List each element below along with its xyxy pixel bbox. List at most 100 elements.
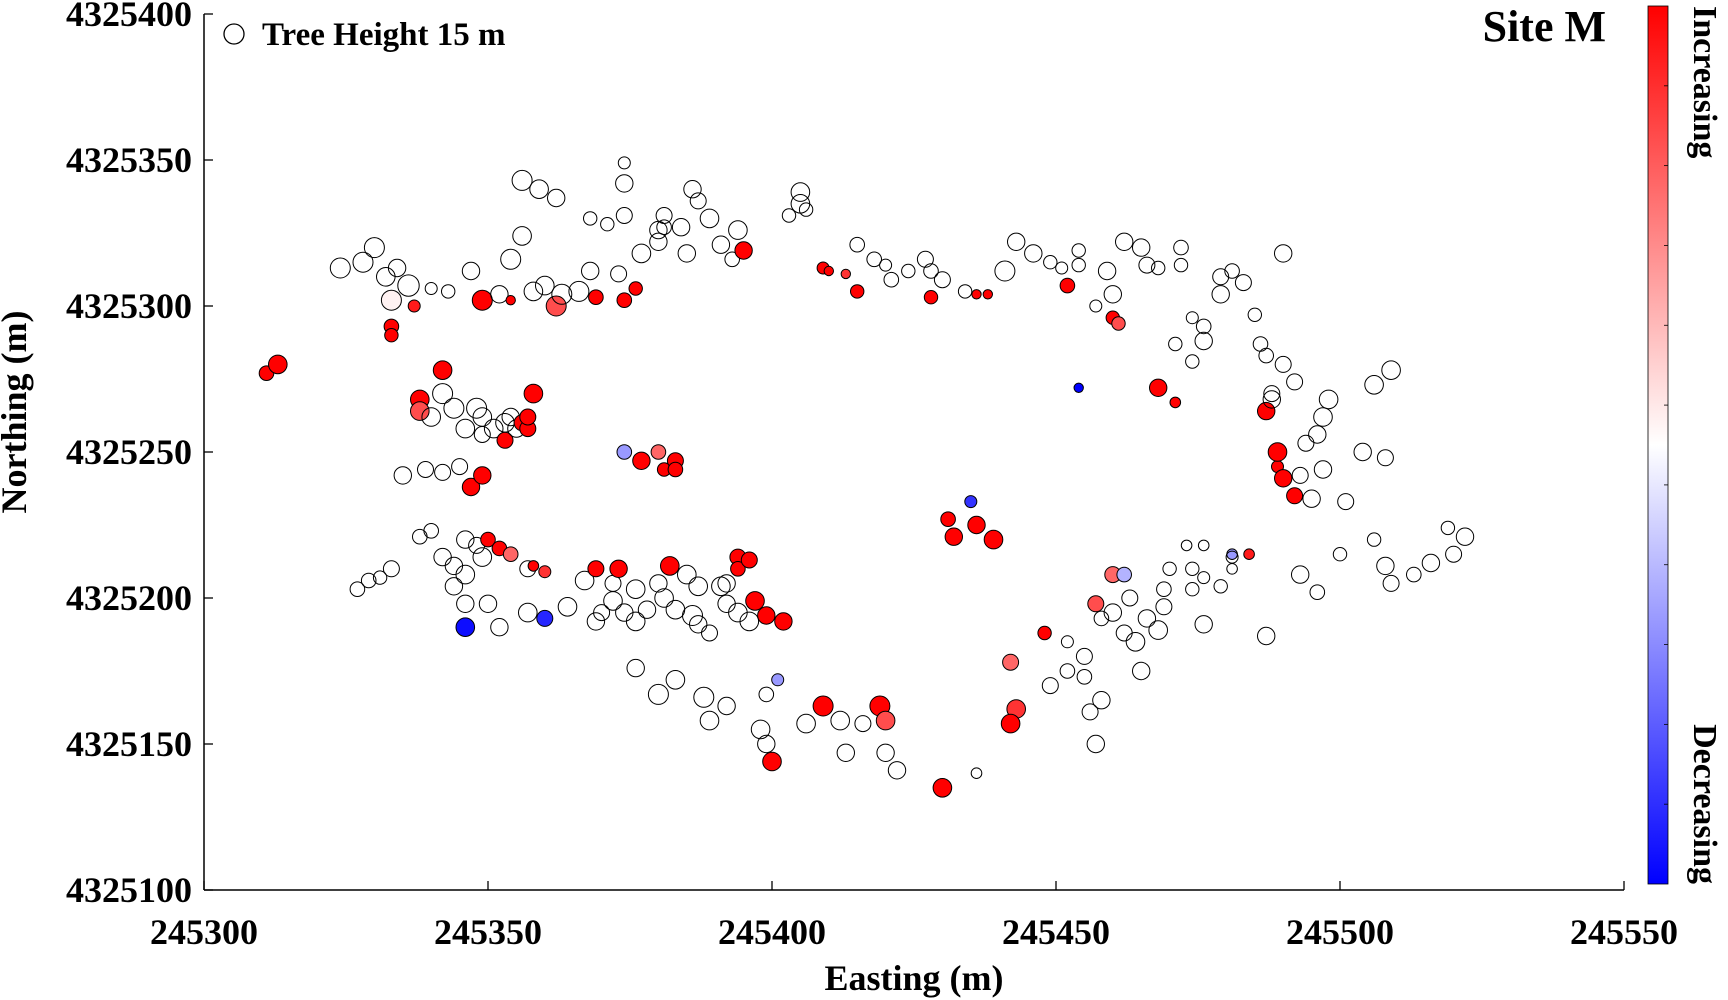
tree-point [1243,548,1255,561]
tree-point [1043,255,1058,270]
tree-point [967,515,986,535]
colorbar-gradient [1647,5,1669,885]
tree-point [407,299,421,313]
tree-point [758,686,775,703]
tree-point [434,463,452,481]
tree-point [500,248,522,270]
tree-point [1274,244,1293,263]
tree-point [1000,713,1021,734]
tree-point [1302,489,1321,508]
tree-point [1194,331,1213,351]
tree-point [823,265,834,277]
tree-point [455,418,476,439]
tree-point [940,511,956,528]
tree-point [1075,647,1093,665]
tree-point [830,710,851,731]
tree-point [649,232,668,252]
tree-point [1257,401,1276,421]
tree-point [490,285,509,304]
y-tick-label: 4325300 [66,286,192,326]
tree-point [545,295,567,317]
tree-point [461,261,481,281]
tree-point [655,207,673,224]
tree-point [971,289,982,300]
tree-point [916,250,934,268]
tree-point [1274,355,1292,373]
tree-point [1121,589,1139,607]
tree-point [1197,539,1210,552]
tree-point [701,624,718,642]
tree-point [511,169,533,191]
tree-point [382,560,400,578]
tree-point [879,258,893,272]
tree-point [1093,610,1110,627]
tree-point [268,354,288,375]
tree-point [1213,579,1228,594]
tree-point [519,408,537,426]
tree-point [750,719,771,740]
tree-point [615,174,634,193]
tree-point [1337,493,1355,511]
tree-point [410,401,430,421]
tree-point [581,261,600,281]
tree-point [1148,620,1168,640]
tree-point [717,696,736,716]
y-axis-label: Northing (m) [0,311,34,514]
tree-point [538,565,552,579]
tree-point [473,426,491,443]
tree-point [1060,635,1074,649]
tree-point [1076,669,1093,685]
tree-point [352,251,374,273]
tree-point [1087,595,1105,613]
tree-point [1226,563,1238,575]
data-points [258,156,1475,798]
tree-point [964,495,978,509]
tree-point [1156,581,1172,598]
tree-point [1185,354,1200,369]
tree-point [455,617,476,638]
tree-point [1185,561,1200,576]
tree-point [840,268,851,280]
tree-point [1313,407,1333,427]
tree-point [1291,466,1309,484]
tree-point [1168,336,1183,352]
y-tick-label: 4325400 [66,0,192,34]
tree-point [982,289,993,300]
tree-point [1226,548,1238,561]
tree-point [496,431,514,449]
colorbar-top-label: Increasing [1686,6,1723,158]
tree-point [461,477,481,497]
tree-point [628,281,643,296]
tree-point [1092,691,1111,710]
tree-point [518,602,538,623]
tree-point [1151,260,1166,276]
tree-point [667,461,684,478]
colorbar-bottom-label: Decreasing [1686,724,1723,884]
tree-point [1421,553,1441,573]
tree-point [1103,285,1123,304]
tree-point [631,243,652,264]
tree-point [1257,626,1276,646]
tree-point [444,577,464,596]
tree-point [393,466,412,485]
tree-point [875,710,896,731]
tree-point [456,594,475,613]
tree-point [1234,274,1252,292]
tree-point [1073,382,1084,393]
tree-point [933,271,951,289]
tree-point [505,295,516,306]
tree-point [1382,574,1400,592]
tree-point [923,290,939,305]
tree-point [456,530,475,549]
tree-point [1381,360,1401,381]
tree-point [586,612,606,631]
tree-point [1309,584,1326,601]
tree-point [1440,520,1456,536]
x-ticks: 245300 245350 245400 245450 245500 245550 [150,881,1678,952]
tree-point [1286,373,1304,391]
tree-point [432,360,453,381]
tree-point [1376,556,1395,576]
tree-point [850,284,865,299]
tree-point [1059,663,1076,679]
